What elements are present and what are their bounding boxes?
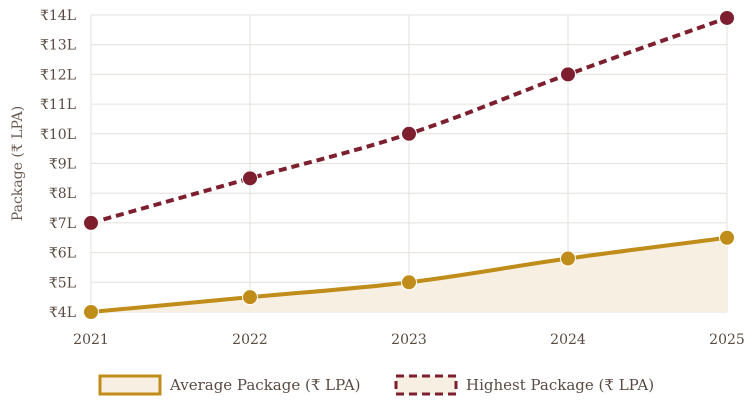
y-tick-label: ₹11L [40,97,76,113]
data-point [719,9,735,26]
y-axis-ticks: ₹4L ₹5L ₹6L ₹7L ₹8L ₹9L ₹10L ₹11L ₹12L ₹13L ₹14L [40,8,76,321]
data-point [83,304,99,320]
data-point [560,250,576,267]
y-tick-label: ₹4L [49,305,76,321]
y-tick-label: ₹9L [49,157,76,173]
y-tick-label: ₹7L [49,216,76,232]
x-tick-label: 2022 [232,332,268,348]
y-tick-label: ₹13L [40,38,76,54]
y-tick-label: ₹14L [40,8,76,24]
data-point [401,274,417,291]
data-point [242,289,258,306]
data-point [242,170,258,187]
legend-swatch-0 [98,374,162,396]
data-point [719,229,735,246]
legend-label-0: Average Package (₹ LPA) [169,376,361,394]
y-tick-label: ₹10L [40,127,76,143]
data-point [83,214,99,231]
x-axis-ticks: 2021 2022 2023 2024 2025 [73,332,745,348]
series-layer [83,9,735,320]
legend-label-1: Highest Package (₹ LPA) [466,376,654,394]
data-point [401,125,417,142]
legend-swatch-1 [394,374,458,396]
x-tick-label: 2025 [709,332,745,348]
series-area-0 [91,237,727,312]
y-tick-label: ₹8L [49,186,76,202]
x-tick-label: 2021 [73,332,109,348]
x-tick-label: 2023 [391,332,427,348]
y-tick-label: ₹5L [49,275,76,291]
y-tick-label: ₹6L [49,246,76,262]
x-tick-label: 2024 [550,332,586,348]
y-axis-label: Package (₹ LPA) [10,106,26,221]
y-tick-label: ₹12L [40,67,76,83]
grid-lines [90,14,728,313]
data-point [560,66,576,83]
legend: Average Package (₹ LPA) Highest Package (… [98,374,654,396]
